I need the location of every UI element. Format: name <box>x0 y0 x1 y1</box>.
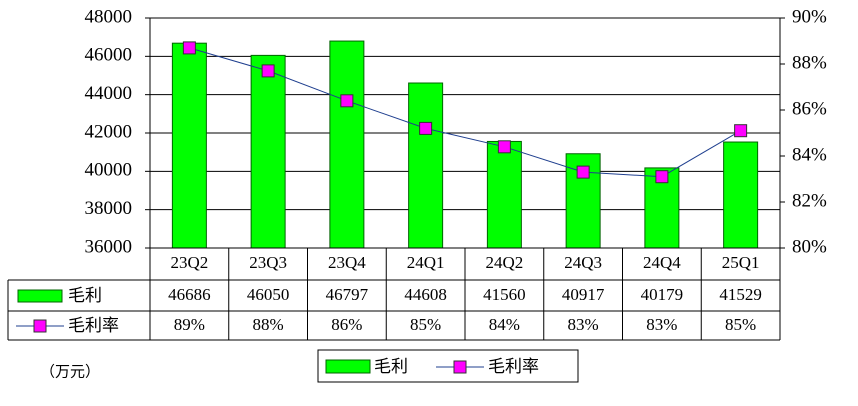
x-tick-label: 23Q3 <box>249 253 287 272</box>
marker <box>497 140 511 154</box>
table-value: 46686 <box>168 285 211 304</box>
y2-tick-label: 80% <box>792 236 827 257</box>
x-tick-label: 24Q3 <box>564 253 602 272</box>
bar <box>723 141 759 249</box>
y-tick-label: 40000 <box>85 160 133 181</box>
x-tick-label: 24Q4 <box>643 253 681 272</box>
x-tick-label: 24Q2 <box>485 253 523 272</box>
marker <box>734 124 748 138</box>
x-tick-label: 24Q1 <box>407 253 445 272</box>
x-tick-label: 23Q2 <box>170 253 208 272</box>
legend-key <box>325 359 371 374</box>
table-value: 83% <box>568 315 599 334</box>
y-tick-label: 38000 <box>85 198 133 219</box>
marker <box>419 121 433 135</box>
y2-tick-label: 86% <box>792 98 827 119</box>
table-value: 46050 <box>247 285 290 304</box>
table-value: 85% <box>725 315 756 334</box>
table-value: 86% <box>331 315 362 334</box>
y-tick-label: 44000 <box>85 83 133 104</box>
y2-tick-label: 84% <box>792 144 827 165</box>
table-row-label: 毛利 <box>68 286 102 306</box>
y-tick-label: 48000 <box>85 6 133 27</box>
x-tick-label: 23Q4 <box>328 253 366 272</box>
table-value: 41560 <box>483 285 526 304</box>
marker <box>182 41 196 55</box>
legend-label: 毛利 <box>374 357 408 377</box>
y2-tick-label: 90% <box>792 6 827 27</box>
bar <box>250 54 286 249</box>
table-value: 41529 <box>719 285 762 304</box>
legend-label: 毛利率 <box>488 357 539 377</box>
marker <box>655 170 669 184</box>
table-value: 40917 <box>562 285 605 304</box>
legend-key <box>33 319 47 333</box>
table-value: 44608 <box>404 285 447 304</box>
legend-key <box>453 360 467 374</box>
bar <box>486 140 522 249</box>
table-value: 40179 <box>641 285 684 304</box>
marker <box>576 165 590 179</box>
bar <box>171 42 207 249</box>
bar <box>329 40 365 249</box>
y-tick-label: 42000 <box>85 121 133 142</box>
table-value: 46797 <box>326 285 369 304</box>
table-value: 88% <box>253 315 284 334</box>
y-tick-label: 46000 <box>85 45 133 66</box>
marker <box>261 64 275 78</box>
y2-tick-label: 88% <box>792 52 827 73</box>
table-value: 85% <box>410 315 441 334</box>
table-row-label: 毛利率 <box>68 316 119 336</box>
y-tick-label: 36000 <box>85 236 133 257</box>
y2-tick-label: 82% <box>792 190 827 211</box>
marker <box>340 94 354 108</box>
x-tick-label: 25Q1 <box>722 253 760 272</box>
line <box>189 47 741 178</box>
bar <box>408 82 444 249</box>
table-value: 83% <box>646 315 677 334</box>
table-value: 84% <box>489 315 520 334</box>
table-value: 89% <box>174 315 205 334</box>
unit-note: （万元） <box>40 363 100 381</box>
legend-key <box>17 289 63 303</box>
